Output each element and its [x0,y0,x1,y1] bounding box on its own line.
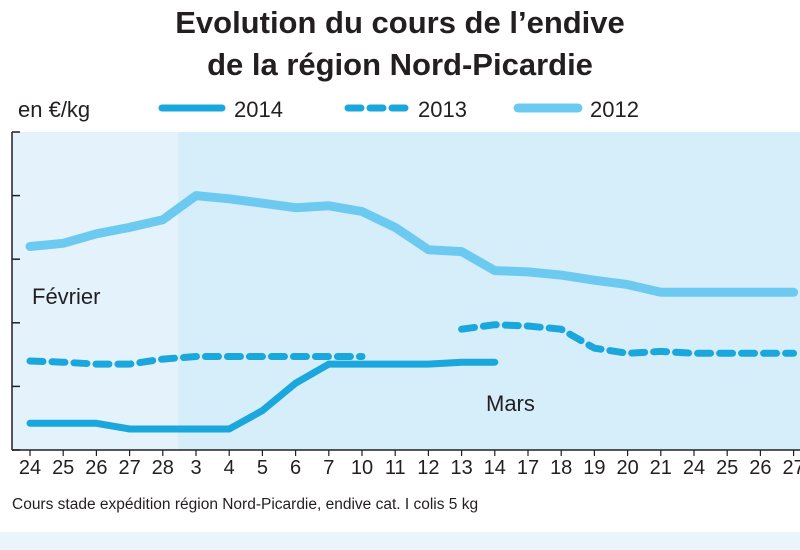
x-tick-label: 27 [782,457,800,479]
axes [11,131,800,456]
x-tick-label: 21 [650,457,672,479]
series-line-2012 [25,191,799,297]
month-label-mars: Mars [486,391,535,416]
x-tick-label: 24 [19,457,41,479]
x-tick-label: 11 [385,457,406,479]
bottom-strip [0,532,800,550]
source-note: Cours stade expédition région Nord-Picar… [12,496,478,513]
x-tick-label: 17 [517,457,539,479]
chart-title: Evolution du cours de l’endive [175,5,625,40]
x-tick-label: 18 [550,457,572,479]
x-tick-label: 27 [118,457,140,479]
y-axis-unit-label: en €/kg [18,97,90,122]
x-tick-label: 12 [417,457,439,479]
series-layer [25,191,799,433]
x-tick-label: 5 [257,457,268,479]
legend-label-2013: 2013 [418,97,467,122]
x-tick-label: 4 [224,457,235,479]
x-tick-label: 6 [290,457,301,479]
x-tick-label: 3 [190,457,201,479]
x-tick-label: 24 [683,457,705,479]
x-tick-label: 7 [323,457,334,479]
x-tick-label: 25 [52,457,74,479]
x-tick-label: 28 [152,457,174,479]
month-label-fevrier: Février [32,284,100,309]
x-tick-label: 25 [716,457,738,479]
legend: 2014 2013 2012 [158,97,639,122]
series-line-2013 [458,321,798,357]
series-line-2014 [26,358,499,433]
x-tick-label: 14 [484,457,506,479]
x-tick-label: 13 [450,457,472,479]
x-tick-label: 26 [749,457,771,479]
x-tick-label: 19 [583,457,605,479]
x-tick-label: 20 [616,457,638,479]
x-tick-labels: 24 25 26 27 28 3 4 5 6 7 10 11 12 13 14 17 18 19 20 21 24 25 2… [19,457,800,479]
x-tick-label: 26 [85,457,107,479]
chart-title-line2: de la région Nord-Picardie [207,47,593,82]
legend-label-2014: 2014 [234,97,283,122]
series-line-2013 [26,353,366,368]
legend-label-2012: 2012 [590,97,639,122]
x-tick-label: 10 [351,457,373,479]
